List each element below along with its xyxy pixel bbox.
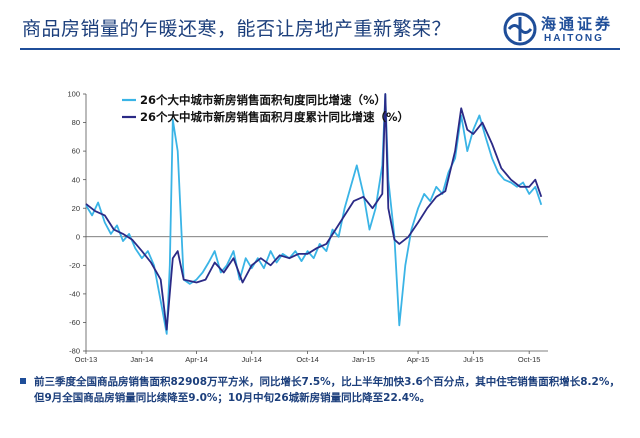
series-line-decade-yoy: [85, 93, 543, 335]
y-tick-label: 80: [72, 118, 80, 127]
y-tick-label: 20: [72, 204, 80, 213]
x-tick-label: Jul-15: [463, 355, 483, 364]
chart-legend: 26个大中城市新房销售面积旬度同比增速（%） 26个大中城市新房销售面积月度累计同…: [122, 93, 409, 124]
y-tick-label: 0: [76, 232, 80, 241]
series-line-monthly-cumulative: [85, 93, 543, 331]
x-tick-label: Apr-14: [185, 355, 208, 364]
haitong-emblem-icon: [503, 12, 537, 46]
y-tick-label: -40: [69, 289, 80, 298]
y-tick-label: -60: [69, 318, 80, 327]
chart-series: [85, 93, 543, 335]
y-tick-label: 100: [67, 90, 80, 99]
sales-growth-chart: -80 -60 -40 -20 0 20 40 60 80 100 Oct-13 Jan-14 Apr-…: [67, 90, 548, 364]
legend-label: 26个大中城市新房销售面积月度累计同比增速（%）: [140, 110, 409, 124]
y-tick-label: 40: [72, 175, 80, 184]
logo-chinese-name: 海通证券: [541, 15, 614, 33]
summary-note: 前三季度全国商品房销售面积82908万平方米，同比增长7.5%，比上半年加快3.…: [34, 376, 620, 404]
haitong-logo: 海通证券 HAITONG: [503, 12, 633, 48]
logo-english-name: HAITONG: [544, 33, 604, 44]
y-tick-label: 60: [72, 147, 80, 156]
chart-axes: -80 -60 -40 -20 0 20 40 60 80 100 Oct-13 Jan-14 Apr-…: [67, 90, 548, 364]
x-tick-label: Oct-14: [296, 355, 319, 364]
x-tick-label: Jan-15: [352, 355, 375, 364]
x-tick-label: Oct-15: [518, 355, 541, 364]
y-tick-label: -80: [69, 347, 80, 356]
x-tick-label: Oct-13: [75, 355, 98, 364]
x-tick-label: Apr-15: [407, 355, 430, 364]
legend-label: 26个大中城市新房销售面积旬度同比增速（%）: [140, 93, 386, 107]
note-bullet-icon: [20, 378, 26, 384]
title-divider: [20, 48, 620, 50]
slide-title: 商品房销量的乍暖还寒，能否让房地产重新繁荣？: [22, 18, 452, 40]
x-tick-label: Jan-14: [130, 355, 153, 364]
y-tick-label: -20: [69, 261, 80, 270]
x-tick-label: Jul-14: [242, 355, 262, 364]
